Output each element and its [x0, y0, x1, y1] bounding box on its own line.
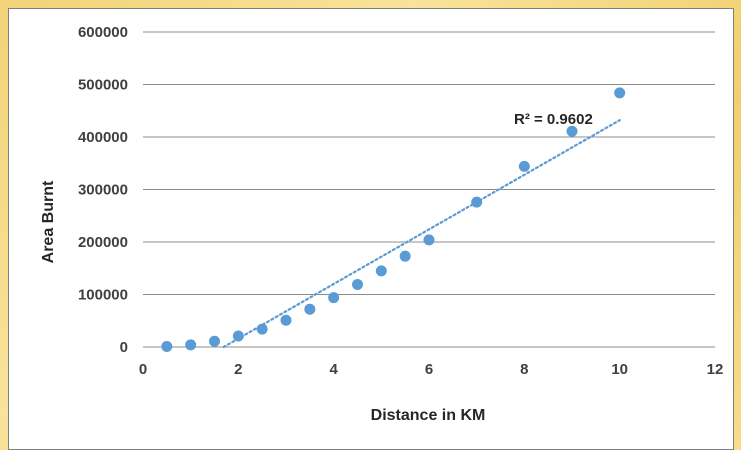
- y-tick-label: 100000: [78, 287, 128, 304]
- y-tick-label: 300000: [78, 182, 128, 199]
- chart-frame: [8, 8, 734, 450]
- data-point: [280, 314, 292, 326]
- data-point: [566, 125, 578, 137]
- data-point: [304, 303, 316, 315]
- x-tick-labels: 0 2 4 6 8 10 12: [139, 361, 724, 378]
- trendline: [222, 119, 621, 349]
- data-point: [423, 234, 435, 246]
- data-point: [375, 265, 387, 277]
- data-point: [232, 330, 244, 342]
- r-squared-annotation: R² = 0.9602: [514, 111, 593, 128]
- x-tick-label: 4: [329, 361, 338, 378]
- data-point: [209, 335, 220, 347]
- x-axis-title: Distance in KM: [371, 407, 486, 424]
- x-tick-label: 10: [611, 361, 628, 378]
- x-tick-label: 12: [707, 361, 724, 378]
- x-tick-label: 2: [234, 361, 242, 378]
- x-tick-label: 8: [520, 361, 528, 378]
- y-tick-label: 0: [120, 339, 128, 356]
- data-point: [256, 323, 268, 335]
- data-point: [352, 279, 363, 291]
- y-tick-label: 600000: [78, 24, 128, 41]
- data-point: [471, 196, 483, 208]
- gridlines: [143, 31, 715, 348]
- y-axis-title: Area Burnt: [40, 180, 57, 263]
- x-tick-label: 0: [139, 361, 147, 378]
- data-point: [518, 160, 530, 172]
- trendline-group: [222, 119, 621, 349]
- data-point: [161, 340, 173, 352]
- y-tick-labels: 0 100000 200000 300000 400000 500000 600000: [78, 24, 128, 356]
- data-point: [614, 87, 626, 99]
- y-tick-label: 400000: [78, 129, 128, 146]
- data-point: [185, 339, 197, 351]
- x-tick-label: 6: [425, 361, 433, 378]
- data-point: [399, 250, 411, 262]
- data-point: [328, 292, 340, 304]
- y-tick-label: 500000: [78, 77, 128, 94]
- data-points: [161, 87, 626, 352]
- y-tick-label: 200000: [78, 234, 128, 251]
